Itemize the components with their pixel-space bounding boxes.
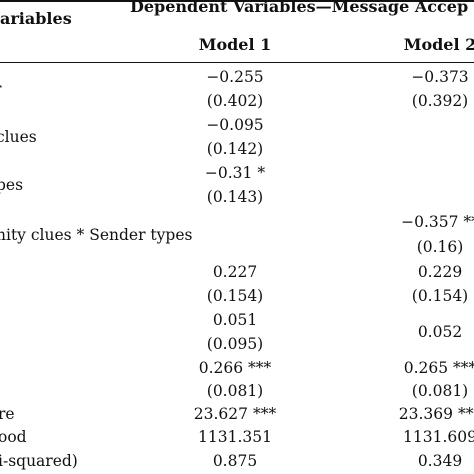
m2-row-17: 0.349 bbox=[417, 452, 463, 470]
m1-row-6: (0.143) bbox=[206, 188, 264, 206]
m1-row-15: 23.627 *** bbox=[193, 405, 277, 423]
m1-row-10: (0.154) bbox=[206, 287, 264, 305]
m1-row-17: 0.875 bbox=[212, 452, 258, 470]
m1-row-2: (0.402) bbox=[206, 92, 264, 110]
label-row-17: i-squared) bbox=[0, 452, 78, 470]
m2-row-8: (0.16) bbox=[416, 238, 464, 256]
m2-row-9: 0.229 bbox=[417, 263, 463, 281]
header-rule bbox=[0, 62, 474, 63]
m1-row-12: (0.095) bbox=[206, 335, 264, 353]
label-row-3: clues bbox=[0, 128, 37, 146]
label-row-16: ood bbox=[0, 428, 27, 446]
variables-header: ariables bbox=[0, 9, 72, 28]
m2-row-16: 1131.609 bbox=[403, 428, 474, 446]
m2-row-13: 0.265 *** bbox=[403, 359, 474, 377]
m2-row-15: 23.369 *** bbox=[398, 405, 474, 423]
m2-row-10: (0.154) bbox=[411, 287, 469, 305]
label-row-5: pes bbox=[0, 176, 24, 194]
table-top-rule bbox=[0, 0, 474, 2]
m1-row-9: 0.227 bbox=[212, 263, 258, 281]
dependent-variables-header: Dependent Variables—Message Accep bbox=[130, 0, 469, 16]
model-2-header: Model 2 bbox=[403, 35, 474, 54]
m1-row-1: −0.255 bbox=[206, 68, 264, 86]
m1-row-14: (0.081) bbox=[206, 382, 264, 400]
m2-row-2: (0.392) bbox=[411, 92, 469, 110]
m1-row-5: −0.31 * bbox=[204, 164, 266, 182]
label-row-15: re bbox=[0, 405, 15, 423]
m1-row-11: 0.051 bbox=[212, 311, 258, 329]
label-row-7: nity clues * Sender types bbox=[0, 226, 193, 244]
model-1-header: Model 1 bbox=[198, 35, 272, 54]
m2-row-1: −0.373 bbox=[411, 68, 469, 86]
m2-row-12: 0.052 bbox=[417, 323, 463, 341]
label-row-1: r bbox=[0, 80, 1, 98]
m1-row-4: (0.142) bbox=[206, 140, 264, 158]
m1-row-16: 1131.351 bbox=[198, 428, 272, 446]
m1-row-13: 0.266 *** bbox=[198, 359, 272, 377]
m1-row-3: −0.095 bbox=[206, 116, 264, 134]
m2-row-14: (0.081) bbox=[411, 382, 469, 400]
m2-row-7: −0.357 ** bbox=[401, 213, 474, 231]
